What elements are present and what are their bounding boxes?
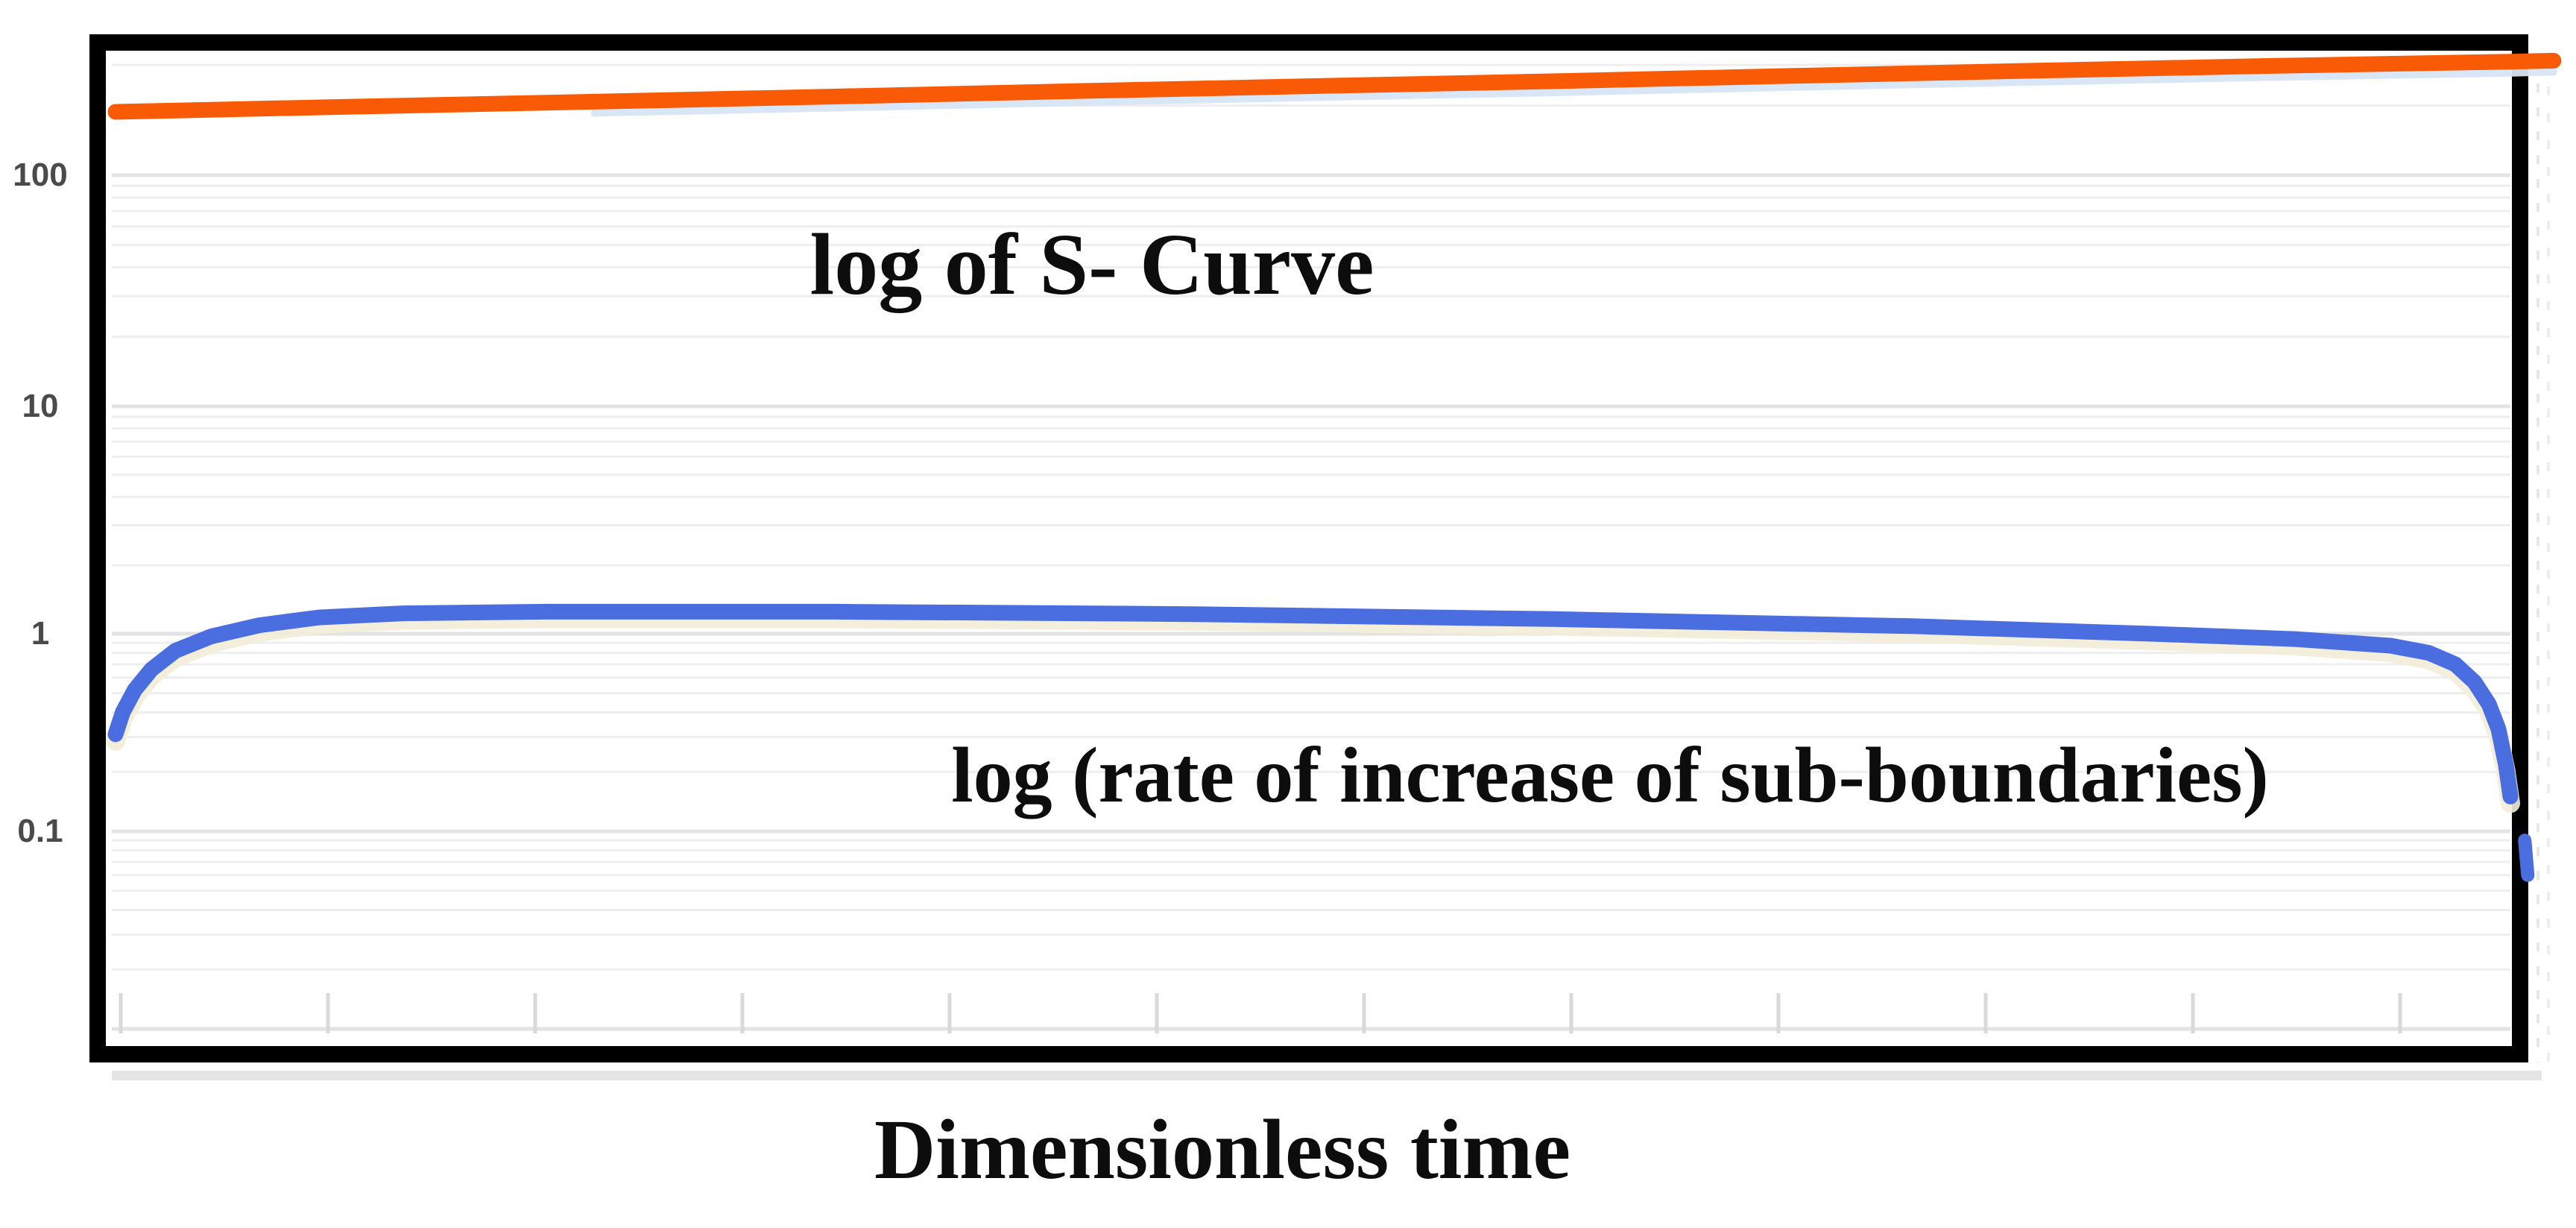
y-axis-tick-label: 0.1: [17, 813, 63, 849]
y-axis-tick-label: 100: [13, 157, 68, 193]
series-rate-curve: [107, 603, 2519, 805]
series-s-curve: [107, 52, 2562, 120]
plot-border: [89, 34, 2528, 1062]
x-ticks: [119, 993, 2402, 1033]
gridlines: [112, 63, 2510, 1031]
series-rate-curve-tail: [2518, 834, 2535, 882]
orange-line-halo: [590, 68, 2557, 117]
y-axis-tick-label: 10: [22, 388, 59, 424]
annotation-rate-of-increase: log (rate of increase of sub-boundaries): [951, 731, 2269, 819]
annotation-s-curve: log of S- Curve: [809, 215, 1374, 313]
x-axis-title: Dimensionless time: [874, 1102, 1571, 1197]
y-axis-tick-label: 1: [31, 615, 50, 652]
frame-shadow-bottom: [112, 1071, 2542, 1080]
